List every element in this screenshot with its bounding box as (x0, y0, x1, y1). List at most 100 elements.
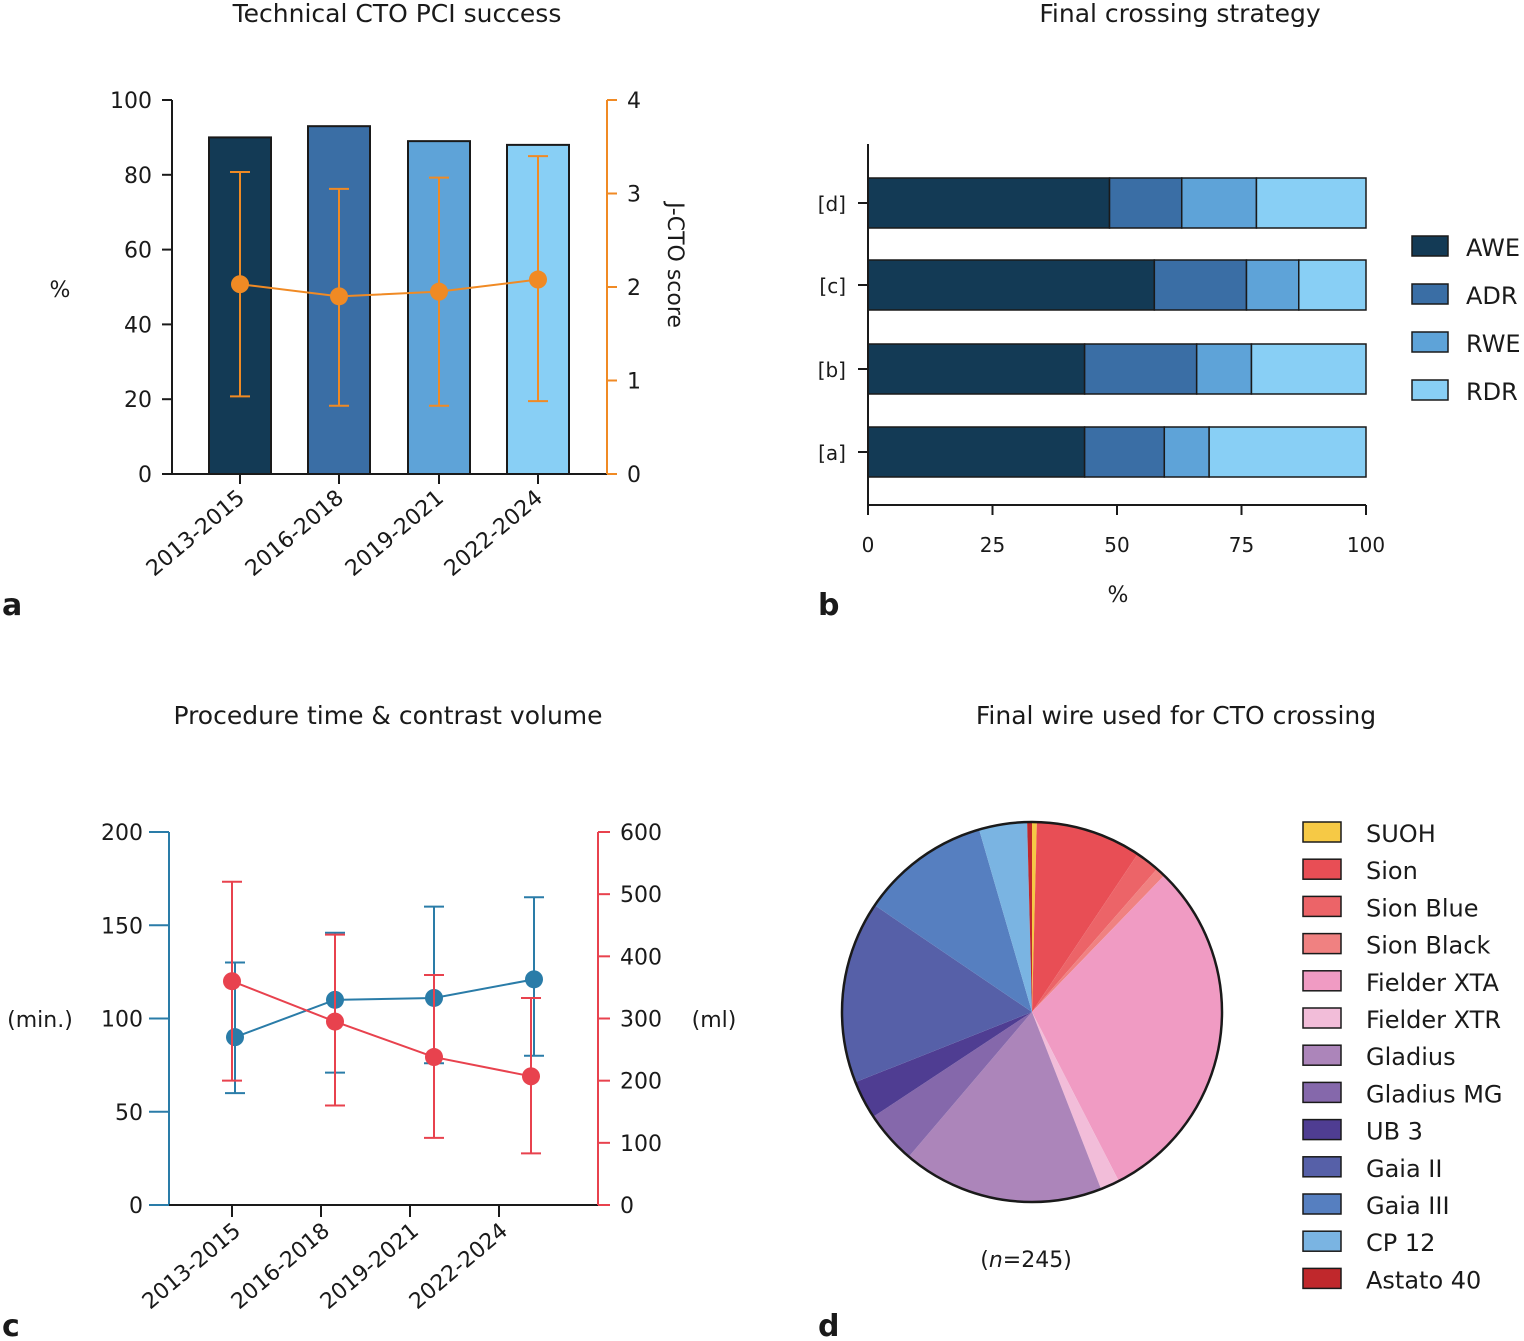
slice-ub-3 (855, 1012, 1032, 1117)
panel-c-procedure-time: Procedure time & contrast volume (min.) … (2, 701, 736, 1341)
jcto-point (330, 287, 348, 306)
segment-c-adr (1153, 259, 1248, 311)
legend-swatch-gladius-mg (1302, 1081, 1342, 1104)
panel-a-y2-tick-label: 4 (627, 89, 641, 114)
panel-a-y-label: % (50, 278, 71, 303)
point-contrast-volume (223, 972, 241, 991)
segment-a-rdr (1208, 426, 1367, 478)
panel-a-x-tick-label: 2022-2024 (440, 485, 548, 581)
panel-b-y-tick-label: [b] (818, 358, 846, 382)
segment-b-rdr (1250, 343, 1367, 395)
panel-letter-d: d (818, 1309, 839, 1341)
panel-letter-b: b (818, 588, 839, 623)
legend-swatch-gladius (1302, 1044, 1342, 1066)
panel-a-y2-tick-label: 3 (627, 183, 641, 208)
legend-label-gladius-mg: Gladius MG (1366, 1080, 1503, 1108)
panel-c-y-left-tick-label: 200 (101, 821, 143, 846)
panel-c-y-right-tick-label: 400 (620, 945, 662, 970)
slice-sion-black (1032, 868, 1165, 1012)
legend-swatch-gaia-ii (1302, 1156, 1342, 1178)
panel-c-x-tick-label: 2022-2024 (405, 1218, 513, 1314)
legend-label-fielder-xtr: Fielder XTR (1366, 1006, 1501, 1034)
panel-a-y2-label: J-CTO score (662, 200, 687, 328)
panel-b-x-label: % (1108, 583, 1129, 608)
legend-label-rwe: RWE (1466, 330, 1521, 358)
panel-c-y-right-tick-label: 0 (620, 1194, 634, 1219)
panel-a-y2-tick-label: 0 (627, 463, 641, 488)
panel-a-y2-tick-label: 1 (627, 370, 641, 395)
legend-swatch-fielder-xta (1302, 970, 1342, 992)
panel-c-y-left-tick-label: 100 (101, 1008, 143, 1033)
segment-d-rwe (1180, 177, 1258, 229)
segment-b-adr (1083, 343, 1198, 395)
panel-a-y-tick-label: 20 (124, 388, 152, 413)
legend-label-gladius: Gladius (1366, 1043, 1456, 1071)
panel-a-y2-tick-label: 2 (627, 276, 641, 301)
legend-label-sion-black: Sion Black (1366, 932, 1490, 960)
panel-b-y-tick-label: [c] (819, 274, 846, 298)
panel-c-y-right-tick-label: 500 (620, 883, 662, 908)
panel-a-x-tick-label: 2019-2021 (341, 485, 449, 581)
slice-gladius (908, 1012, 1102, 1202)
legend-label-sion: Sion (1366, 857, 1418, 885)
legend-swatch-adr (1411, 283, 1449, 305)
slice-sion-blue (1032, 854, 1158, 1012)
panel-d-sample-size: (n=245) (980, 1248, 1072, 1273)
pie-outline (840, 820, 1224, 1204)
panel-d-final-wire: Final wire used for CTO crossing SUOH Sio… (818, 701, 1503, 1341)
legend-label-ub-3: UB 3 (1366, 1118, 1423, 1146)
panel-b-x-tick-label: 100 (1347, 533, 1385, 557)
legend-label-sion-blue: Sion Blue (1366, 894, 1479, 922)
point-procedure-time (226, 1028, 244, 1047)
slice-cp-12 (979, 822, 1032, 1012)
legend-label-awe: AWE (1466, 234, 1520, 262)
panel-a-y-tick-label: 100 (110, 89, 152, 114)
segment-b-rwe (1195, 343, 1253, 395)
segment-c-awe (867, 259, 1156, 311)
panel-c-y-left-label: (min.) (7, 1008, 73, 1033)
slice-gaia-ii (842, 905, 1032, 1083)
panel-a-x-tick-label: 2016-2018 (241, 485, 349, 581)
panel-letter-a: a (2, 588, 22, 623)
panel-b-y-tick-label: [d] (818, 192, 846, 216)
series-line-procedure-time (234, 978, 535, 1039)
panel-b-x-tick-label: 50 (1104, 533, 1129, 557)
panel-c-y-left-tick-label: 50 (115, 1101, 143, 1126)
segment-d-adr (1108, 177, 1183, 229)
slice-gladius-mg (873, 1012, 1032, 1157)
legend-label-fielder-xta: Fielder XTA (1366, 969, 1499, 997)
point-contrast-volume (522, 1067, 540, 1086)
slice-gaia-iii (874, 829, 1032, 1012)
jcto-point (529, 270, 547, 289)
segment-c-rwe (1245, 259, 1300, 311)
panel-c-y-left-tick-label: 150 (101, 914, 143, 939)
legend-label-cp-12: CP 12 (1366, 1229, 1435, 1257)
panel-a-y-tick-label: 80 (124, 164, 152, 189)
panel-b-x-tick-label: 0 (862, 533, 875, 557)
panel-b-x-tick-label: 75 (1229, 533, 1254, 557)
panel-b-crossing-strategy: Final crossing strategy [d] [c] [b] [a] 0 25 5… (818, 0, 1521, 623)
legend-swatch-astato-40 (1302, 1267, 1342, 1290)
segment-a-adr (1083, 426, 1166, 478)
segment-a-awe (867, 426, 1086, 478)
panel-a-title: Technical CTO PCI success (232, 0, 562, 28)
segment-b-awe (867, 343, 1086, 395)
panel-c-y-right-tick-label: 300 (620, 1008, 662, 1033)
panel-c-y-left-tick-label: 0 (129, 1194, 143, 1219)
panel-a-technical-success: Technical CTO PCI success % J-CTO score … (2, 0, 687, 623)
point-contrast-volume (425, 1048, 443, 1067)
legend-swatch-awe (1411, 235, 1449, 257)
jcto-point (430, 282, 448, 301)
slice-suoh (1032, 822, 1037, 1012)
panel-a-y-tick-label: 0 (138, 463, 152, 488)
segment-d-awe (867, 177, 1111, 229)
slice-fielder-xtr (1032, 1012, 1119, 1190)
segment-a-rwe (1163, 426, 1210, 478)
legend-swatch-fielder-xtr (1302, 1007, 1342, 1029)
panel-a-x-tick-label: 2013-2015 (142, 485, 250, 581)
segment-d-rdr (1255, 177, 1367, 229)
jcto-point (231, 275, 249, 294)
slice-sion (1032, 822, 1138, 1012)
panel-c-y-right-label: (ml) (692, 1008, 737, 1033)
